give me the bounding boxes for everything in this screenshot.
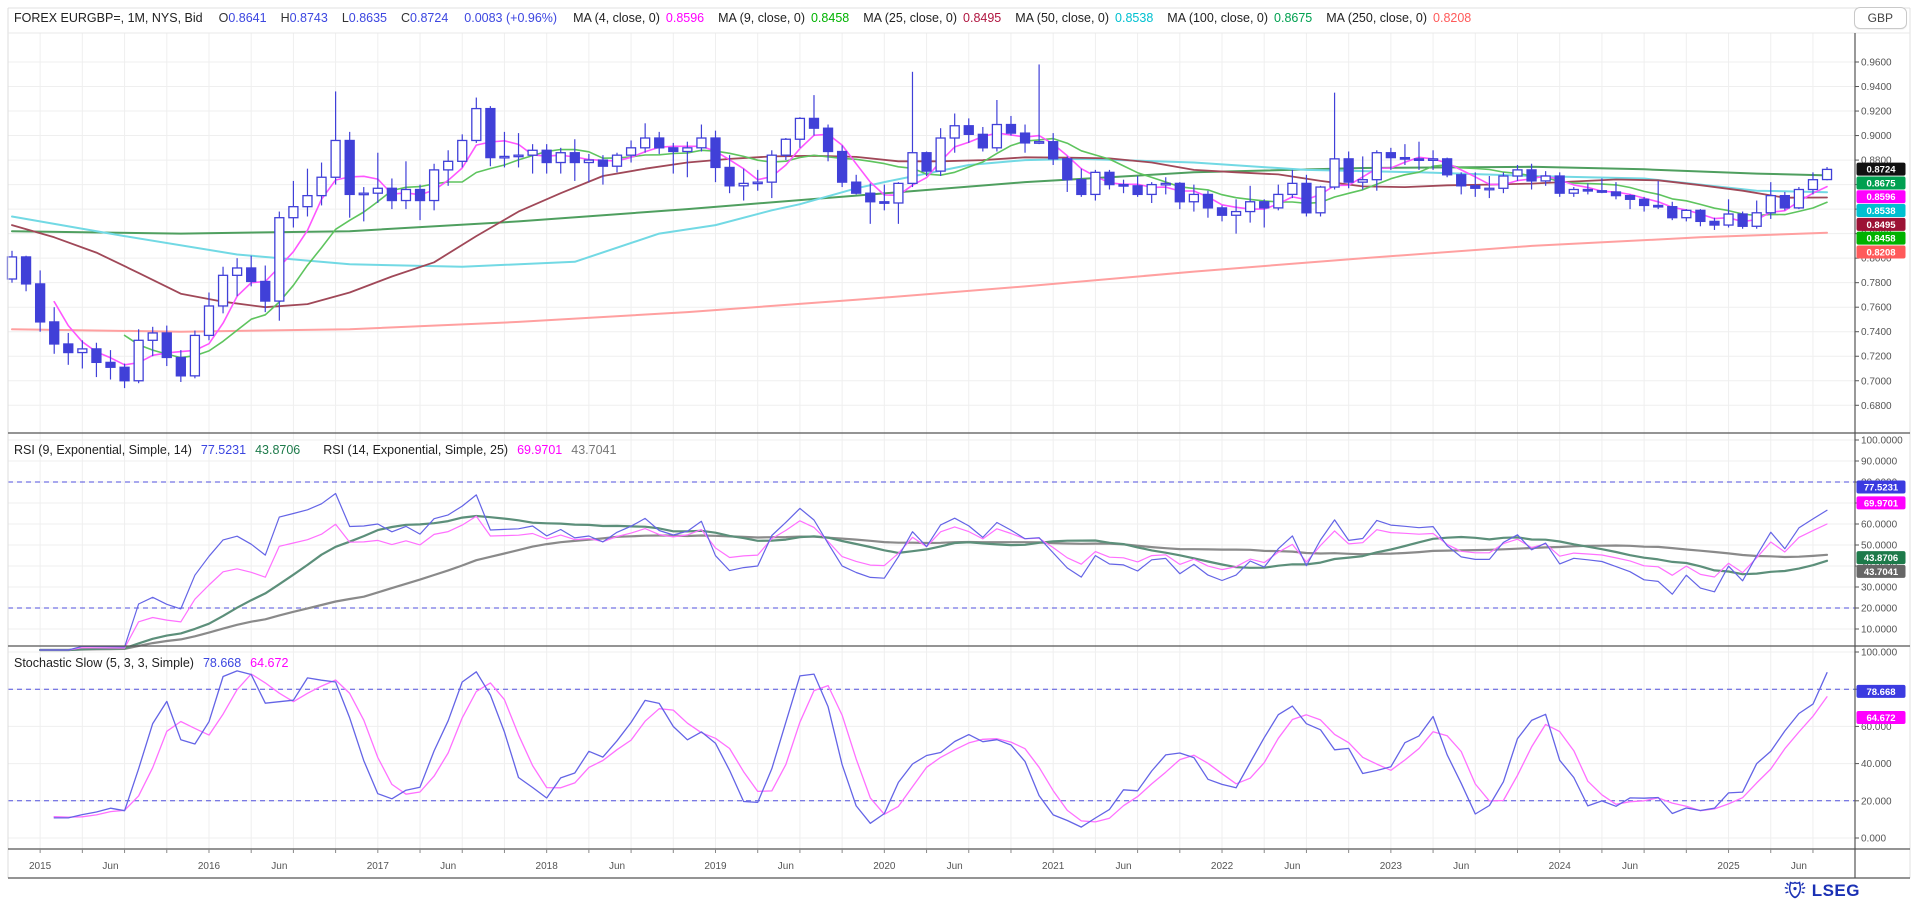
svg-text:Jun: Jun [778, 861, 794, 872]
svg-text:Jun: Jun [1622, 861, 1638, 872]
stoch-legend: Stochastic Slow (5, 3, 3, Simple) 78.668… [14, 656, 288, 670]
stoch-panel [53, 670, 1828, 828]
ohlc-field: O0.8641 [218, 11, 267, 25]
net-change: 0.0083 (+0.96%) [464, 11, 558, 25]
ma-legend-item: MA (250, close, 0) 0.8208 [1326, 11, 1472, 25]
svg-text:0.8458: 0.8458 [1866, 234, 1895, 245]
svg-text:Jun: Jun [947, 861, 963, 872]
svg-text:0.7000: 0.7000 [1861, 376, 1892, 387]
svg-text:2025: 2025 [1717, 861, 1740, 872]
ma-legend-item: MA (100, close, 0) 0.8675 [1167, 11, 1313, 25]
rsi-value-2: 69.9701 [517, 443, 563, 457]
svg-text:Jun: Jun [609, 861, 625, 872]
svg-text:Jun: Jun [1453, 861, 1469, 872]
svg-text:30.0000: 30.0000 [1861, 583, 1898, 594]
threshold-lines [8, 481, 1855, 802]
svg-text:Jun: Jun [1284, 861, 1300, 872]
svg-text:2015: 2015 [29, 861, 52, 872]
svg-text:2017: 2017 [367, 861, 390, 872]
svg-text:0.8495: 0.8495 [1866, 220, 1896, 231]
svg-text:Jun: Jun [102, 861, 118, 872]
svg-text:0.6800: 0.6800 [1861, 401, 1892, 412]
svg-text:90.0000: 90.0000 [1861, 457, 1898, 468]
stoch-k-value: 78.668 [202, 656, 242, 670]
svg-text:2022: 2022 [1211, 861, 1234, 872]
svg-text:10.0000: 10.0000 [1861, 625, 1898, 636]
stoch-d-value: 64.672 [250, 656, 289, 670]
svg-text:0.9000: 0.9000 [1861, 131, 1892, 142]
ohlc-fields: O0.8641 H0.8743 L0.8635 C0.8724 [219, 11, 449, 25]
svg-text:0.9400: 0.9400 [1861, 82, 1892, 93]
svg-text:0.7600: 0.7600 [1861, 303, 1892, 314]
svg-text:43.8706: 43.8706 [1864, 553, 1898, 564]
svg-text:78.668: 78.668 [1866, 687, 1895, 698]
ohlc-field: C0.8724 [401, 11, 449, 25]
svg-text:2018: 2018 [536, 861, 559, 872]
svg-text:60.000: 60.000 [1861, 722, 1892, 733]
ohlc-field: L0.8635 [341, 11, 388, 25]
svg-text:20.000: 20.000 [1861, 796, 1892, 807]
rsi-legend: RSI (9, Exponential, Simple, 14) 77.5231… [14, 443, 616, 457]
svg-text:0.9200: 0.9200 [1861, 107, 1892, 118]
svg-text:0.8800: 0.8800 [1861, 156, 1892, 167]
svg-text:0.8208: 0.8208 [1866, 247, 1895, 258]
svg-text:0.9600: 0.9600 [1861, 58, 1892, 69]
svg-text:60.0000: 60.0000 [1861, 520, 1898, 531]
svg-text:100.000: 100.000 [1861, 648, 1898, 659]
svg-text:0.7800: 0.7800 [1861, 278, 1892, 289]
svg-text:2021: 2021 [1042, 861, 1065, 872]
rsi-panel [38, 492, 1829, 652]
svg-text:77.5231: 77.5231 [1864, 482, 1899, 493]
ma-legend-item: MA (9, close, 0) 0.8458 [718, 11, 850, 25]
svg-text:0.000: 0.000 [1861, 834, 1886, 845]
candlesticks [6, 64, 1833, 389]
svg-text:2016: 2016 [198, 861, 221, 872]
ma-legend-item: MA (25, close, 0) 0.8495 [863, 11, 1002, 25]
svg-text:0.8538: 0.8538 [1866, 206, 1895, 217]
svg-text:2024: 2024 [1549, 861, 1572, 872]
svg-text:50.0000: 50.0000 [1861, 541, 1898, 552]
rsi-ma-2: 43.7041 [571, 443, 617, 457]
rsi-value-1: 77.5231 [200, 443, 247, 457]
lseg-crest-icon [1784, 881, 1806, 899]
instrument-title: FOREX EURGBP=, 1M, NYS, Bid [14, 11, 203, 25]
svg-text:2019: 2019 [704, 861, 727, 872]
ma-legend-item: MA (50, close, 0) 0.8538 [1015, 11, 1154, 25]
stoch-title: Stochastic Slow (5, 3, 3, Simple) [14, 656, 194, 670]
svg-text:0.8596: 0.8596 [1866, 192, 1895, 203]
value-badges: 0.8724 0.8675 0.8596 0.8538 0.8495 0.8458 0.82… [1856, 162, 1906, 724]
svg-text:2020: 2020 [873, 861, 896, 872]
rsi-title-1: RSI (9, Exponential, Simple, 14) [14, 443, 192, 457]
svg-text:0.8000: 0.8000 [1861, 254, 1892, 265]
svg-text:43.7041: 43.7041 [1864, 567, 1899, 578]
ma-legend-item: MA (4, close, 0) 0.8596 [573, 11, 705, 25]
svg-text:40.000: 40.000 [1861, 759, 1892, 770]
ohlc-field: H0.8743 [280, 11, 328, 25]
svg-text:2023: 2023 [1380, 861, 1403, 872]
svg-text:64.672: 64.672 [1866, 713, 1895, 724]
svg-text:Jun: Jun [271, 861, 287, 872]
svg-text:0.7400: 0.7400 [1861, 327, 1892, 338]
svg-text:Jun: Jun [1791, 861, 1807, 872]
x-axis: 2015 Jun 2016 Jun 2017 Jun 2018 Jun 2019 Jun 2020 J… [29, 849, 1814, 872]
lseg-logo: LSEG [1783, 880, 1860, 901]
svg-text:0.8724: 0.8724 [1866, 165, 1896, 176]
svg-text:Jun: Jun [1115, 861, 1131, 872]
svg-text:100.0000: 100.0000 [1861, 436, 1903, 447]
currency-button[interactable]: GBP [1853, 7, 1907, 29]
svg-text:Jun: Jun [440, 861, 456, 872]
rsi-title-2: RSI (14, Exponential, Simple, 25) [323, 443, 509, 457]
ma-legend: MA (4, close, 0) 0.8596 MA (9, close, 0) 0.… [573, 11, 1471, 25]
svg-text:69.9701: 69.9701 [1864, 498, 1899, 509]
svg-text:0.7200: 0.7200 [1861, 352, 1892, 363]
svg-text:0.8675: 0.8675 [1866, 178, 1896, 189]
rsi-ma-1: 43.8706 [255, 443, 301, 457]
lseg-logo-text: LSEG [1811, 880, 1860, 900]
svg-text:20.0000: 20.0000 [1861, 604, 1898, 615]
main-legend: FOREX EURGBP=, 1M, NYS, Bid O0.8641 H0.87… [14, 11, 1471, 25]
panel-borders [7, 7, 1911, 879]
